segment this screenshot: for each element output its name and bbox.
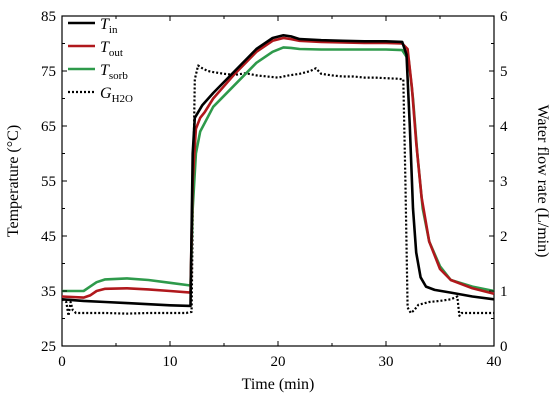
legend-label-main: T	[100, 39, 110, 56]
y-right-tick-label: 2	[500, 229, 508, 245]
legend-label-main: G	[100, 85, 112, 102]
legend-label-main: T	[100, 62, 110, 79]
y-right-tick-label: 4	[500, 119, 508, 135]
y-right-tick-label: 0	[500, 339, 508, 355]
series-line-t-in	[61, 33, 495, 308]
legend-label: Tout	[100, 39, 123, 59]
y-left-tick-label: 85	[41, 9, 56, 25]
y-left-tick-label: 75	[41, 64, 56, 80]
legend-label-subscript: out	[109, 47, 123, 59]
x-tick-label: 0	[58, 354, 66, 370]
series-line-g-h2o	[61, 64, 494, 317]
y-right-tick-label: 6	[500, 9, 508, 25]
y-left-tick-label: 35	[41, 284, 56, 300]
series-layer	[61, 33, 495, 317]
y-right-tick-label: 5	[500, 64, 508, 80]
legend-label-subscript: in	[109, 24, 118, 36]
y-right-tick-label: 3	[500, 174, 508, 190]
y-left-tick-label: 55	[41, 174, 56, 190]
x-tick-label: 30	[379, 354, 394, 370]
legend-label-subscript: sorb	[109, 70, 128, 82]
legend-label: Tin	[100, 16, 118, 36]
x-tick-label: 10	[163, 354, 178, 370]
series-line-t-out	[61, 36, 495, 299]
series-line-t-sorb	[62, 46, 495, 293]
legend-label: GH2O	[100, 85, 133, 105]
y-left-tick-label: 65	[41, 119, 56, 135]
y-axis-right-title: Water flow rate (L/min)	[534, 105, 550, 258]
plot-frame	[61, 15, 495, 347]
x-axis-title: Time (min)	[242, 376, 315, 393]
legend-label-subscript: H2O	[112, 93, 133, 105]
x-tick-label: 40	[487, 354, 502, 370]
y-left-tick-label: 45	[41, 229, 56, 245]
legend-label: Tsorb	[100, 62, 128, 82]
y-right-tick-label: 1	[500, 284, 508, 300]
x-tick-label: 20	[271, 354, 286, 370]
legend-label-main: T	[100, 16, 110, 33]
y-axis-left-title: Temperature (°C)	[5, 125, 22, 237]
y-left-tick-label: 25	[41, 339, 56, 355]
